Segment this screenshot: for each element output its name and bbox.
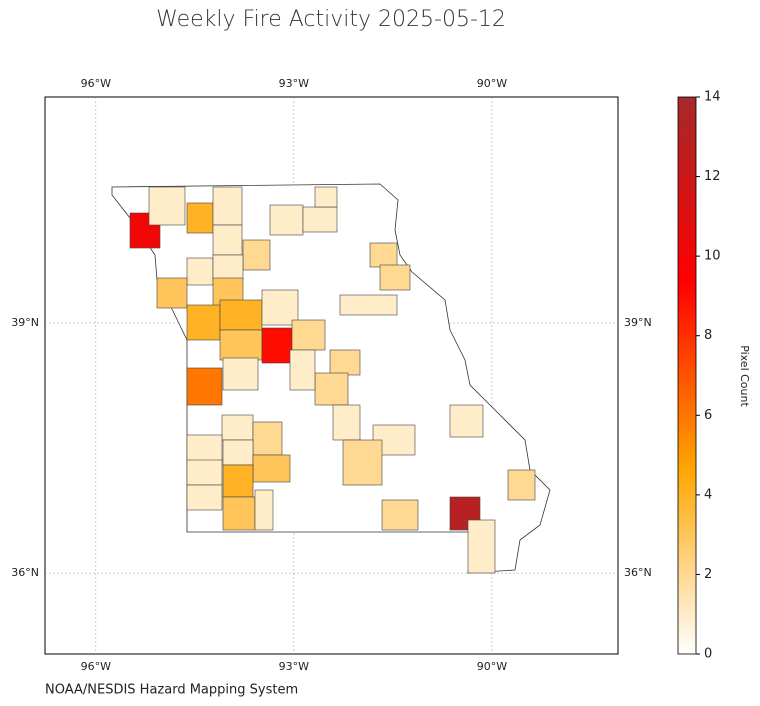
- y-tick-label: 39°N: [11, 316, 39, 329]
- county: [289, 349, 316, 391]
- county: [221, 414, 254, 441]
- x-tick-label: 93°W: [279, 660, 309, 673]
- county: [186, 367, 223, 406]
- colorbar-tick-label: 14: [704, 90, 721, 105]
- county: [186, 434, 223, 463]
- x-tick-label: 90°W: [477, 77, 507, 90]
- county: [449, 404, 484, 438]
- county: [342, 439, 383, 486]
- colorbar-tick-label: 12: [704, 169, 721, 184]
- county: [314, 372, 349, 406]
- colorbar-tick-label: 8: [704, 328, 712, 343]
- y-tick-label: 36°N: [11, 566, 39, 579]
- county: [219, 299, 263, 331]
- county: [156, 277, 188, 309]
- x-tick-label: 90°W: [477, 660, 507, 673]
- county: [369, 242, 398, 268]
- county: [507, 469, 536, 501]
- colorbar-tick-label: 0: [704, 647, 712, 662]
- county: [212, 224, 243, 256]
- county: [186, 202, 214, 234]
- county: [186, 304, 221, 341]
- county: [381, 499, 419, 531]
- y-tick-label: 36°N: [624, 566, 652, 579]
- county: [254, 489, 274, 531]
- county: [302, 206, 338, 233]
- county: [219, 329, 263, 361]
- county: [252, 421, 283, 456]
- county: [242, 239, 271, 271]
- county: [212, 254, 244, 281]
- x-tick-label: 93°W: [279, 77, 309, 90]
- county: [339, 294, 398, 316]
- county: [314, 186, 338, 208]
- colorbar-tick-label: 10: [704, 249, 721, 264]
- y-tick-label: 39°N: [624, 316, 652, 329]
- colorbar-label: Pixel Count: [738, 345, 751, 407]
- source-note: NOAA/NESDIS Hazard Mapping System: [45, 683, 298, 698]
- county: [222, 357, 259, 391]
- x-tick-label: 96°W: [81, 660, 111, 673]
- county: [269, 204, 304, 236]
- county: [329, 349, 361, 376]
- colorbar: [677, 96, 697, 655]
- county: [467, 519, 496, 574]
- colorbar-tick-label: 4: [704, 487, 712, 502]
- county: [222, 496, 256, 531]
- county: [291, 319, 326, 351]
- county: [261, 327, 293, 364]
- county: [261, 289, 299, 326]
- colorbar-tick-label: 2: [704, 567, 712, 582]
- county: [252, 454, 291, 483]
- x-tick-label: 96°W: [81, 77, 111, 90]
- county: [186, 459, 223, 486]
- colorbar-tick-label: 6: [704, 408, 712, 423]
- county: [222, 464, 254, 498]
- county: [222, 439, 254, 466]
- county: [186, 484, 223, 511]
- county: [332, 404, 361, 441]
- county: [148, 186, 186, 226]
- county: [186, 257, 214, 286]
- county: [212, 186, 243, 226]
- county: [379, 264, 411, 291]
- title: Weekly Fire Activity 2025-05-12: [156, 7, 506, 32]
